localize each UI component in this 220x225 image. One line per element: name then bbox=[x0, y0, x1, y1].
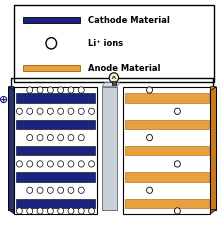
Circle shape bbox=[68, 161, 74, 167]
Polygon shape bbox=[211, 87, 216, 91]
Bar bbox=[125, 172, 209, 182]
Circle shape bbox=[147, 187, 152, 193]
Bar bbox=[23, 17, 80, 23]
Bar bbox=[16, 120, 95, 129]
Bar bbox=[125, 146, 209, 155]
Circle shape bbox=[58, 87, 64, 93]
Circle shape bbox=[37, 108, 43, 115]
Circle shape bbox=[37, 87, 43, 93]
Circle shape bbox=[27, 108, 33, 115]
Circle shape bbox=[174, 108, 180, 115]
Circle shape bbox=[16, 208, 22, 214]
Circle shape bbox=[109, 73, 119, 83]
Bar bbox=[8, 87, 14, 210]
Circle shape bbox=[37, 134, 43, 141]
Text: ⊕: ⊕ bbox=[0, 95, 9, 105]
Bar bbox=[125, 199, 209, 208]
Bar bbox=[16, 199, 95, 208]
Circle shape bbox=[78, 161, 84, 167]
Polygon shape bbox=[102, 83, 120, 87]
Bar bbox=[123, 87, 211, 214]
Circle shape bbox=[89, 161, 95, 167]
Bar bbox=[125, 120, 209, 129]
Circle shape bbox=[174, 208, 180, 214]
Circle shape bbox=[58, 161, 64, 167]
Circle shape bbox=[68, 87, 74, 93]
Circle shape bbox=[78, 134, 84, 141]
Bar bbox=[14, 87, 97, 214]
Polygon shape bbox=[8, 87, 14, 91]
Circle shape bbox=[58, 208, 64, 214]
Bar bbox=[23, 65, 80, 71]
Circle shape bbox=[174, 161, 180, 167]
Circle shape bbox=[68, 108, 74, 115]
Circle shape bbox=[58, 134, 64, 141]
Circle shape bbox=[47, 208, 53, 214]
Circle shape bbox=[68, 208, 74, 214]
Circle shape bbox=[78, 87, 84, 93]
Circle shape bbox=[78, 187, 84, 193]
Circle shape bbox=[16, 161, 22, 167]
Circle shape bbox=[47, 161, 53, 167]
Circle shape bbox=[89, 108, 95, 115]
Circle shape bbox=[147, 134, 152, 141]
Circle shape bbox=[27, 208, 33, 214]
Text: Li⁺ ions: Li⁺ ions bbox=[88, 39, 124, 48]
Circle shape bbox=[27, 134, 33, 141]
Circle shape bbox=[58, 187, 64, 193]
Circle shape bbox=[46, 38, 57, 49]
Bar bbox=[16, 146, 95, 155]
Text: Anode Material: Anode Material bbox=[88, 64, 161, 73]
Circle shape bbox=[47, 108, 53, 115]
Circle shape bbox=[37, 208, 43, 214]
Bar bbox=[125, 93, 209, 103]
Bar bbox=[102, 87, 117, 210]
Circle shape bbox=[37, 161, 43, 167]
Bar bbox=[112, 81, 116, 85]
Bar bbox=[211, 87, 216, 210]
Circle shape bbox=[27, 161, 33, 167]
Circle shape bbox=[37, 187, 43, 193]
Bar bbox=[14, 4, 214, 82]
Polygon shape bbox=[211, 210, 216, 214]
Circle shape bbox=[58, 108, 64, 115]
Circle shape bbox=[47, 134, 53, 141]
Bar bbox=[16, 172, 95, 182]
Circle shape bbox=[89, 208, 95, 214]
Circle shape bbox=[78, 208, 84, 214]
Circle shape bbox=[27, 187, 33, 193]
Bar bbox=[16, 93, 95, 103]
Circle shape bbox=[47, 187, 53, 193]
Circle shape bbox=[47, 87, 53, 93]
Circle shape bbox=[16, 108, 22, 115]
Circle shape bbox=[78, 108, 84, 115]
Text: Cathode Material: Cathode Material bbox=[88, 16, 170, 25]
Circle shape bbox=[147, 87, 152, 93]
Circle shape bbox=[68, 134, 74, 141]
Circle shape bbox=[27, 87, 33, 93]
Polygon shape bbox=[8, 210, 14, 214]
Circle shape bbox=[68, 187, 74, 193]
